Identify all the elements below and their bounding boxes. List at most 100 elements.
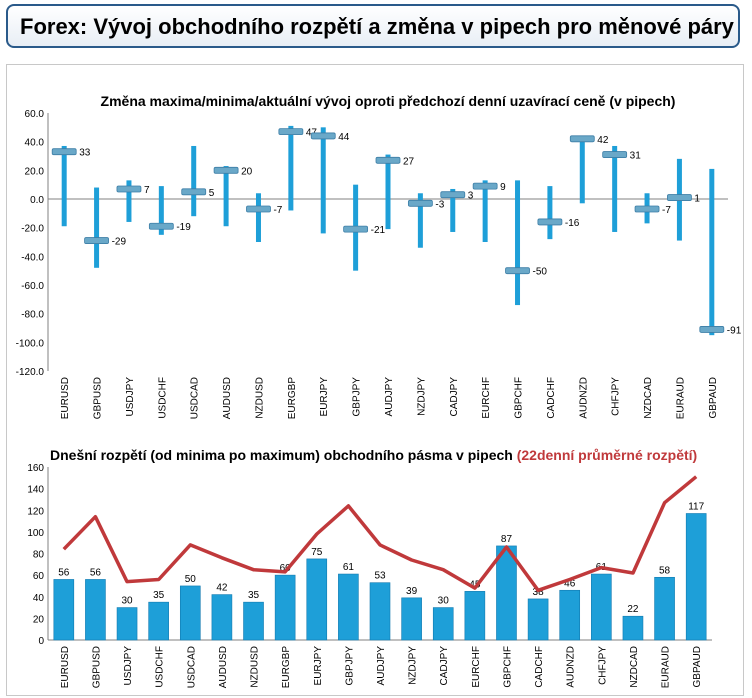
chart1-category-label: EURGBP <box>287 377 298 420</box>
chart1-current-label: -16 <box>565 218 580 229</box>
chart2-bar <box>401 597 422 641</box>
chart1-y-tick-label: 40.0 <box>25 138 45 149</box>
chart1-category-label: NZDUSD <box>254 377 265 419</box>
chart2-value-label: 58 <box>659 565 671 576</box>
chart2-bar <box>622 615 644 641</box>
chart1-category-label: GBPAUD <box>708 377 719 419</box>
chart1-range-bar <box>255 193 261 242</box>
chart2-bar <box>85 579 106 641</box>
chart2-y-tick-label: 0 <box>38 636 44 647</box>
chart1-range-bar <box>191 145 197 217</box>
chart1-current-marker <box>343 225 369 233</box>
chart2-y-tick-label: 20 <box>33 614 45 625</box>
chart2-y-tick-label: 100 <box>27 528 44 539</box>
chart2-bar <box>591 573 612 641</box>
chart1-current-label: -19 <box>176 222 191 233</box>
chart1-current-label: -7 <box>273 205 282 216</box>
chart1-current-label: -29 <box>112 237 127 248</box>
chart1-range-bar <box>320 127 326 234</box>
chart1-current-label: 42 <box>597 135 609 146</box>
chart1-range-bar <box>417 193 423 248</box>
chart2-value-label: 117 <box>688 501 704 512</box>
chart1-current-marker <box>278 128 304 136</box>
chart2-category-label: USDCAD <box>186 646 197 688</box>
chart1-category-label: GBPJPY <box>352 377 363 417</box>
page-title: Forex: Vývoj obchodního rozpětí a změna … <box>20 14 734 39</box>
chart1-range-bar <box>612 145 618 232</box>
chart1-current-label: 5 <box>209 188 215 199</box>
chart1-range-bar <box>547 186 553 240</box>
chart1-current-label: 33 <box>79 148 91 159</box>
chart1-current-marker <box>505 267 530 275</box>
chart2-category-label: USDJPY <box>123 646 134 686</box>
chart1-current-marker <box>181 188 207 196</box>
chart2-value-label: 22 <box>627 604 639 615</box>
chart1-category-label: NZDCAD <box>643 377 654 419</box>
chart2-category-label: NZDUSD <box>250 646 261 688</box>
chart2-y-tick-label: 40 <box>33 593 45 604</box>
chart1-range-bar <box>126 180 132 222</box>
chart2-category-label: CADCHF <box>534 646 545 688</box>
chart2-category-label: GBPUSD <box>91 646 102 688</box>
chart2-category-label: EURUSD <box>60 646 71 688</box>
chart1-current-label: -91 <box>727 325 742 336</box>
chart2-value-label: 46 <box>564 578 576 589</box>
chart2-category-label: EURCHF <box>471 646 482 688</box>
chart2-bar <box>685 513 707 641</box>
chart1-current-label: 20 <box>241 166 253 177</box>
chart1-current-marker <box>116 185 142 193</box>
chart2-y-tick-label: 160 <box>27 463 44 474</box>
chart1-range-bar <box>482 180 488 242</box>
chart1-current-marker <box>375 156 401 164</box>
chart2-value-label: 35 <box>153 590 165 601</box>
chart1-range-bar <box>515 180 521 306</box>
chart1-category-label: NZDJPY <box>416 377 427 416</box>
chart1-range-bar <box>288 125 294 211</box>
chart1-range-bar <box>94 187 100 268</box>
chart1-category-label: EURJPY <box>319 377 330 417</box>
chart1-range-bar <box>61 145 67 227</box>
chart2-title-main: Dnešní rozpětí (od minima po maximum) ob… <box>50 447 517 463</box>
chart2-title-average: (22denní průměrné rozpětí) <box>517 447 697 463</box>
chart2-value-label: 42 <box>216 583 228 594</box>
chart2-y-tick-label: 80 <box>33 550 45 561</box>
chart1-range-bar <box>579 138 585 204</box>
chart1-current-label: 9 <box>500 182 506 193</box>
chart2-category-label: AUDNZD <box>566 646 577 688</box>
chart2-value-label: 38 <box>533 587 545 598</box>
chart1-current-marker <box>569 135 595 143</box>
chart2-value-label: 60 <box>280 563 292 574</box>
chart1-current-label: 44 <box>338 132 350 143</box>
chart2-bar <box>559 589 581 641</box>
chart1-current-marker <box>246 205 271 213</box>
chart1-current-marker <box>634 205 660 213</box>
chart2-bar <box>306 558 328 641</box>
chart1-current-marker <box>310 132 336 140</box>
chart1-current-marker <box>537 218 563 226</box>
chart2-value-label: 39 <box>406 586 418 597</box>
chart2-value-label: 35 <box>248 590 260 601</box>
chart1-y-tick-label: -100.0 <box>16 338 45 349</box>
chart1-current-marker <box>440 191 466 199</box>
chart1-y-tick-label: 60.0 <box>25 109 45 120</box>
chart1-y-tick-label: -40.0 <box>21 252 44 263</box>
chart2-title: Dnešní rozpětí (od minima po maximum) ob… <box>50 447 697 463</box>
chart1-range-bar <box>223 166 229 227</box>
chart1-current-label: -3 <box>435 199 444 210</box>
chart2-category-label: AUDUSD <box>218 646 229 688</box>
chart2-bar <box>527 598 549 641</box>
chart2-category-label: AUDJPY <box>376 646 387 686</box>
chart1-range-bar <box>709 168 715 336</box>
chart1-current-marker <box>148 222 174 230</box>
chart2-category-label: GBPJPY <box>344 646 355 686</box>
chart2-value-label: 30 <box>121 596 133 607</box>
chart2-value-label: 87 <box>501 534 513 545</box>
chart2-category-label: EURGBP <box>281 646 292 689</box>
chart2-bar <box>338 573 359 641</box>
chart2-category-label: NZDJPY <box>408 646 419 685</box>
chart2-value-label: 50 <box>185 574 197 585</box>
chart2-bar <box>274 574 296 641</box>
chart2-value-label: 75 <box>311 547 323 558</box>
chart2-value-label: 45 <box>469 579 481 590</box>
